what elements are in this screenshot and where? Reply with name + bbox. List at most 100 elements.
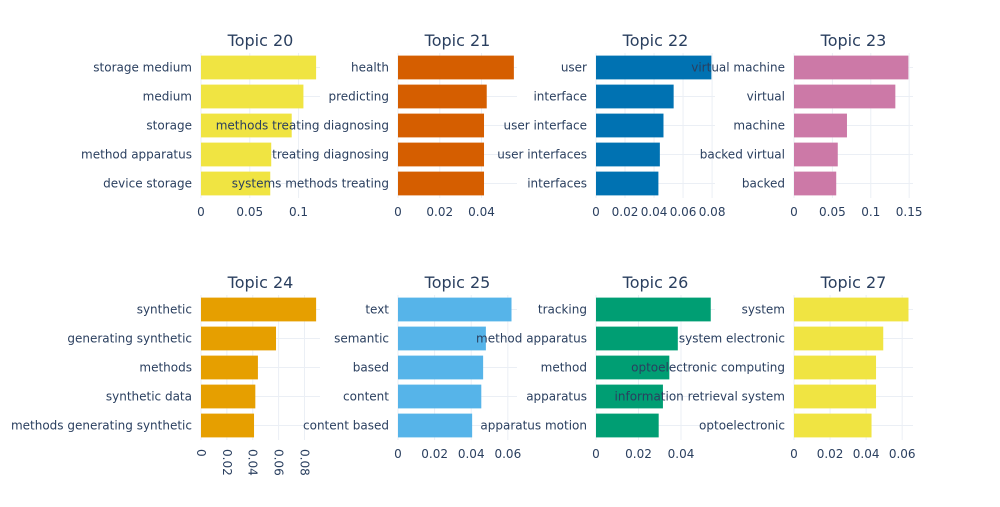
bar (201, 55, 317, 80)
bar (398, 384, 482, 409)
x-tick-label: 0.06 (670, 205, 697, 219)
x-tick-label: 0.06 (889, 447, 916, 461)
panel-topic-22: user interface user interface user interfac… (497, 31, 725, 219)
category-label: systems methods treating (232, 177, 389, 191)
bar (596, 384, 663, 409)
bar (398, 355, 484, 380)
x-tick-label: 0.06 (272, 449, 286, 476)
x-tick-label: 0.02 (426, 205, 453, 219)
panel-title: Topic 27 (820, 273, 887, 292)
category-label: backed virtual (700, 148, 785, 162)
panel-title: Topic 25 (424, 273, 491, 292)
x-tick-label: 0 (790, 205, 798, 219)
bar (596, 171, 659, 196)
bar (596, 84, 674, 109)
category-label: virtual machine (691, 61, 785, 75)
category-label: optoelectronic (699, 419, 785, 433)
category-label: information retrieval system (615, 390, 785, 404)
bar (596, 297, 711, 322)
bar (596, 413, 659, 438)
bar (794, 413, 872, 438)
x-tick-label: 0.04 (853, 447, 880, 461)
category-label: apparatus (526, 390, 587, 404)
panel-title: Topic 21 (424, 31, 491, 50)
x-tick-label: 0.1 (861, 205, 880, 219)
panel-topic-21: health predicting methods treating diagnos… (216, 31, 517, 219)
bar (201, 113, 292, 138)
category-label: method apparatus (476, 332, 587, 346)
bar (596, 355, 670, 380)
panel-topic-25: text semantic based content content based 0 0.… (303, 273, 521, 461)
x-tick-label: 0 (197, 205, 205, 219)
bar (398, 84, 487, 109)
category-label: generating synthetic (67, 332, 192, 346)
x-tick-label: 0.08 (699, 205, 726, 219)
panel-title: Topic 24 (227, 273, 294, 292)
bar (794, 84, 896, 109)
bar (398, 113, 485, 138)
x-tick-label: 0.04 (468, 205, 495, 219)
panel-topic-26: tracking method apparatus method apparatus a… (476, 273, 715, 461)
bar (398, 413, 473, 438)
category-label: machine (733, 119, 785, 133)
bar (398, 297, 512, 322)
bar (794, 113, 847, 138)
bar (794, 355, 877, 380)
panel-topic-27: system system electronic optoelectronic co… (615, 273, 916, 461)
x-tick-label: 0 (790, 447, 798, 461)
category-label: user interface (503, 119, 587, 133)
x-tick-label: 0.04 (668, 447, 695, 461)
x-tick-label: 0.02 (817, 447, 844, 461)
bar (201, 142, 272, 167)
category-label: semantic (334, 332, 389, 346)
bar (794, 142, 838, 167)
bar (201, 384, 256, 409)
x-tick-label: 0.02 (421, 447, 448, 461)
category-label: user (561, 61, 587, 75)
category-label: content based (303, 419, 389, 433)
x-tick-label: 0 (194, 449, 208, 457)
bar (201, 326, 277, 351)
x-tick-label: 0.05 (819, 205, 846, 219)
category-label: methods treating diagnosing (216, 119, 389, 133)
category-label: treating diagnosing (272, 148, 389, 162)
category-label: system (742, 303, 785, 317)
category-label: virtual (747, 90, 785, 104)
category-label: user interfaces (497, 148, 587, 162)
bar (596, 326, 678, 351)
bar (596, 142, 660, 167)
bar (794, 297, 909, 322)
bar (201, 297, 317, 322)
category-label: content (343, 390, 389, 404)
bar (596, 55, 712, 80)
bar (398, 142, 485, 167)
x-tick-label: 0.02 (612, 205, 639, 219)
x-tick-label: 0 (592, 205, 600, 219)
x-tick-label: 0.08 (297, 449, 311, 476)
panel-title: Topic 20 (227, 31, 294, 50)
x-tick-label: 0.04 (458, 447, 485, 461)
x-tick-label: 0 (394, 447, 402, 461)
category-label: health (351, 61, 389, 75)
panel-topic-20: storage medium medium storage method appara… (81, 31, 320, 219)
x-tick-label: 0.02 (625, 447, 652, 461)
category-label: text (365, 303, 389, 317)
category-label: storage medium (93, 61, 192, 75)
bar (201, 84, 304, 109)
panel-title: Topic 26 (622, 273, 689, 292)
category-label: storage (146, 119, 192, 133)
bar (596, 113, 664, 138)
x-tick-label: 0 (394, 205, 402, 219)
category-label: interfaces (527, 177, 587, 191)
x-tick-label: 0.15 (896, 205, 923, 219)
panel-topic-24: synthetic generating synthetic methods synt… (11, 273, 320, 476)
category-label: synthetic (137, 303, 192, 317)
panel-title: Topic 22 (622, 31, 689, 50)
x-tick-label: 0.05 (236, 205, 263, 219)
category-label: device storage (103, 177, 192, 191)
bar (398, 326, 486, 351)
category-label: backed (742, 177, 785, 191)
category-label: method apparatus (81, 148, 192, 162)
